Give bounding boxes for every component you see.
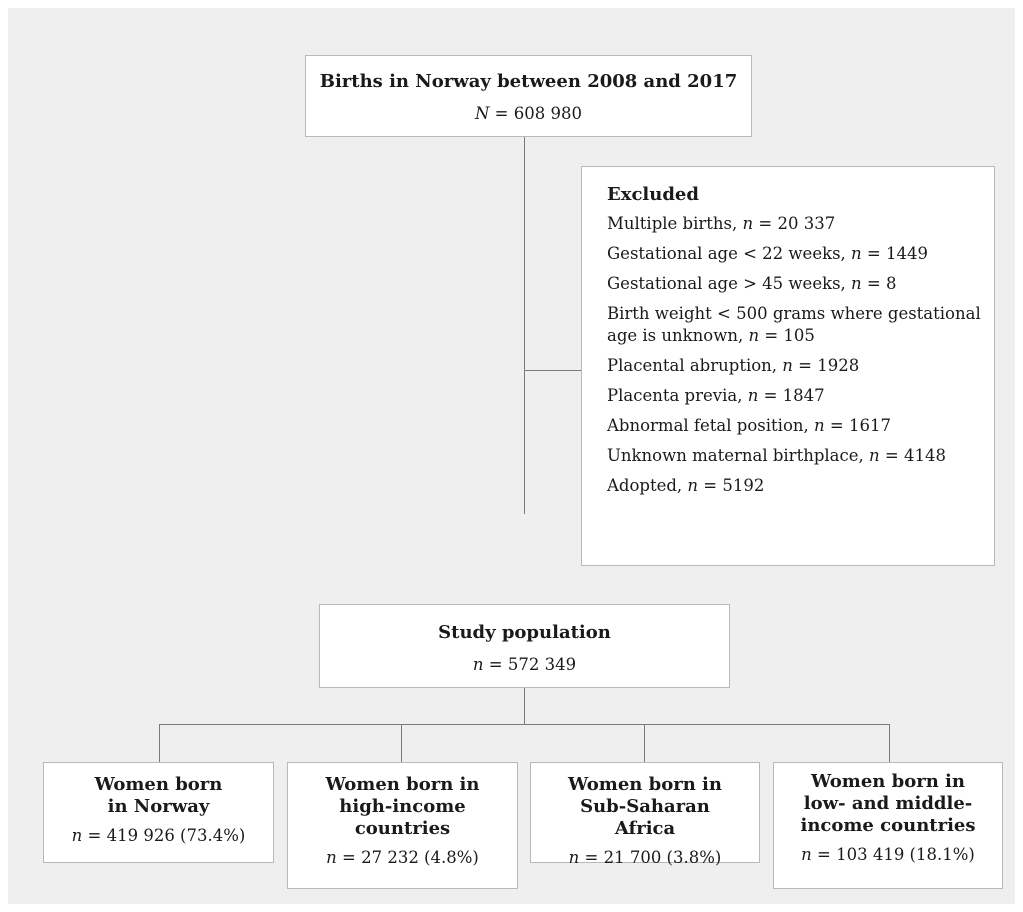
excluded-item-value: = 1449 <box>861 244 928 263</box>
excluded-item-label: Birth weight < 500 grams where gestation… <box>607 304 981 345</box>
excluded-item-value: = 20 337 <box>753 214 836 233</box>
excluded-item-value: = 1617 <box>824 416 891 435</box>
excluded-item-n: n <box>687 476 699 495</box>
excluded-item-n: n <box>869 446 880 465</box>
group-box-norway: Women born in Norway n = 419 926 (73.4%) <box>43 762 274 863</box>
excluded-item-label: Gestational age < 22 weeks, <box>607 244 852 263</box>
excluded-item-n: n <box>742 214 754 233</box>
excluded-item-n: n <box>748 326 760 345</box>
births-title: Births in Norway between 2008 and 2017 <box>319 71 738 92</box>
group-title: Women born in Sub-Saharan Africa <box>568 774 722 839</box>
excluded-item-label: Placental abruption, <box>607 356 783 375</box>
connector-group-1 <box>159 724 160 762</box>
group-count: n = 103 419 (18.1%) <box>801 845 975 864</box>
connector-group-4 <box>889 724 890 762</box>
excluded-item-n: n <box>851 274 862 293</box>
study-population-box: Study population n = 572 349 <box>319 604 730 688</box>
excluded-item: Gestational age < 22 weeks, n = 1449 <box>607 243 982 265</box>
excluded-item-label: Unknown maternal birthplace, <box>607 446 869 465</box>
excluded-item-value: = 105 <box>759 326 815 345</box>
excluded-item: Placental abruption, n = 1928 <box>607 355 982 377</box>
excluded-item-label: Multiple births, <box>607 214 743 233</box>
study-count: n = 572 349 <box>472 655 577 674</box>
excluded-item-n: n <box>814 416 825 435</box>
excluded-item-n: n <box>782 356 793 375</box>
group-box-sub-saharan: Women born in Sub-Saharan Africa n = 21 … <box>530 762 760 867</box>
group-box-low-middle-income: Women born in low- and middle-income cou… <box>773 762 1003 889</box>
excluded-item-n: n <box>851 244 862 263</box>
excluded-item: Adopted, n = 5192 <box>607 475 982 497</box>
excluded-item-value: = 1928 <box>792 356 860 375</box>
excluded-item: Gestational age > 45 weeks, n = 8 <box>607 273 982 295</box>
excluded-item-label: Abnormal fetal position, <box>607 416 814 435</box>
excluded-box: Excluded Multiple births, n = 20 337 Gest… <box>581 166 995 566</box>
excluded-item: Birth weight < 500 grams where gestation… <box>607 303 982 347</box>
excluded-item: Multiple births, n = 20 337 <box>607 213 982 235</box>
excluded-item-n: n <box>747 386 759 405</box>
group-count: n = 27 232 (4.8%) <box>326 848 479 867</box>
excluded-item: Unknown maternal birthplace, n = 4148 <box>607 445 982 467</box>
excluded-item-value: = 1847 <box>758 386 825 405</box>
group-box-high-income: Women born in high-income countries n = … <box>287 762 518 889</box>
connector-group-2 <box>401 724 402 762</box>
births-count: N = 608 980 <box>475 104 582 123</box>
group-count: n = 21 700 (3.8%) <box>568 848 722 867</box>
connector-group-3 <box>644 724 645 762</box>
group-count: n = 419 926 (73.4%) <box>71 826 246 845</box>
study-title: Study population <box>438 622 611 643</box>
group-title: Women born in high-income countries <box>325 774 480 839</box>
excluded-list: Multiple births, n = 20 337 Gestational a… <box>607 213 982 497</box>
connector-study-down <box>524 688 525 724</box>
group-title: Women born in Norway <box>94 774 223 817</box>
excluded-title: Excluded <box>607 184 699 205</box>
connector-horizontal-bar <box>159 724 890 725</box>
excluded-item: Placenta previa, n = 1847 <box>607 385 982 407</box>
connector-to-excluded <box>524 370 581 371</box>
births-box: Births in Norway between 2008 and 2017 N… <box>305 55 752 137</box>
excluded-item-label: Placenta previa, <box>607 386 748 405</box>
connector-top-to-study <box>524 137 525 514</box>
excluded-item-label: Adopted, <box>607 476 688 495</box>
excluded-item-value: = 8 <box>861 274 897 293</box>
excluded-item-value: = 4148 <box>879 446 946 465</box>
excluded-item-value: = 5192 <box>698 476 765 495</box>
excluded-item: Abnormal fetal position, n = 1617 <box>607 415 982 437</box>
excluded-item-label: Gestational age > 45 weeks, <box>607 274 852 293</box>
group-title: Women born in low- and middle-income cou… <box>800 771 976 836</box>
